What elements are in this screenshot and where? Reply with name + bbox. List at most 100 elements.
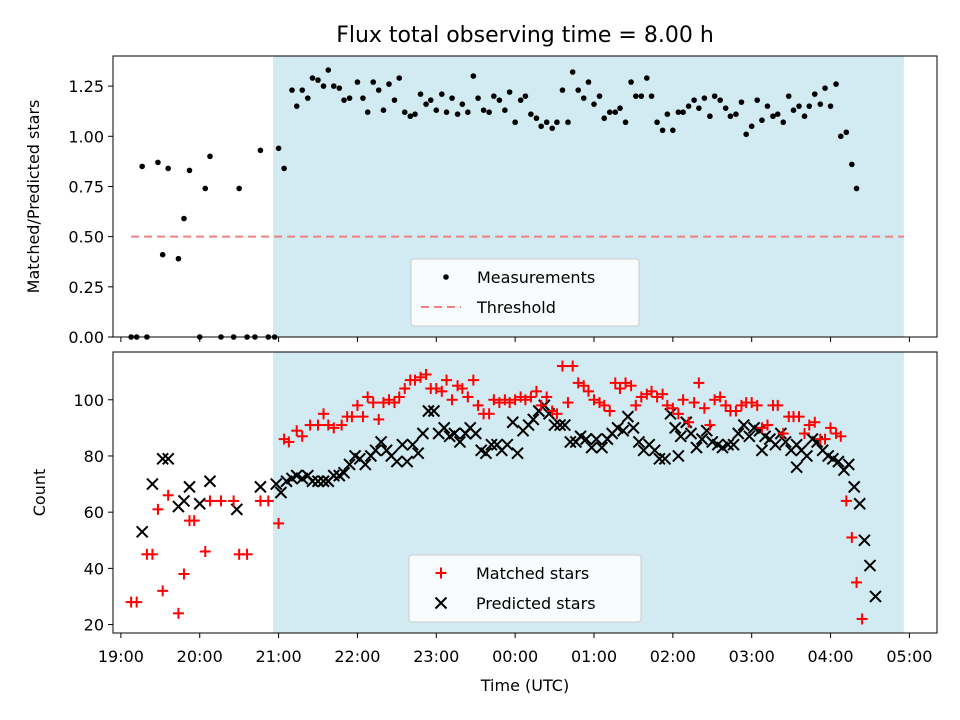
predicted-star-point bbox=[469, 427, 482, 440]
measurement-point bbox=[554, 119, 560, 126]
measurement-point bbox=[417, 91, 424, 97]
measurement-point bbox=[759, 117, 765, 124]
matched-star-point bbox=[582, 385, 594, 397]
predicted-star-point-b bbox=[317, 475, 330, 488]
predicted-star-point bbox=[254, 480, 267, 494]
matched-star-point bbox=[661, 399, 673, 411]
matched-star-point bbox=[551, 408, 563, 420]
predicted-star-point bbox=[553, 418, 567, 432]
measurement-point bbox=[827, 103, 834, 109]
predicted-star-point bbox=[564, 435, 577, 449]
ratio-panel: 0.00 0.25 0.50 0.75 1.00 1.25 Flux total obse… bbox=[24, 23, 938, 347]
measurement-point bbox=[738, 99, 745, 105]
measurement-point bbox=[364, 109, 371, 115]
matched-stars-points bbox=[125, 360, 868, 625]
predicted-star-point bbox=[479, 446, 493, 460]
predicted-star-point-b bbox=[390, 455, 404, 468]
measurement-point bbox=[774, 111, 781, 118]
time-x-tick-label: 23:00 bbox=[413, 647, 459, 666]
predicted-star-point bbox=[359, 458, 372, 471]
predicted-star-point bbox=[732, 427, 745, 440]
predicted-star-point bbox=[672, 449, 685, 463]
predicted-star-point bbox=[790, 461, 803, 474]
predicted-star-point bbox=[317, 475, 330, 488]
ratio-x-ticks bbox=[120, 337, 910, 342]
measurement-point bbox=[202, 185, 209, 192]
measurement-point bbox=[443, 109, 450, 115]
ratio-y-axis-label: Matched/Predicted stars bbox=[24, 100, 43, 294]
predicted-star-point-b bbox=[193, 497, 206, 510]
ratio-legend-box bbox=[410, 258, 640, 327]
measurement-point bbox=[522, 93, 529, 99]
predicted-star-point-b bbox=[648, 444, 661, 457]
ratio-y-tick-label: 0.00 bbox=[68, 328, 104, 347]
legend-x-glyph bbox=[434, 596, 448, 610]
matched-star-point bbox=[312, 419, 324, 431]
predicted-star-point-b bbox=[669, 421, 682, 435]
measurement-point bbox=[309, 75, 316, 81]
predicted-star-point-b bbox=[290, 469, 303, 482]
ratio-y-ticks: 0.00 0.25 0.50 0.75 1.00 1.25 bbox=[68, 77, 113, 347]
time-x-tick-label: 21:00 bbox=[256, 647, 302, 666]
measurement-point bbox=[806, 103, 813, 109]
matched-star-point bbox=[241, 548, 253, 560]
count-legend: Matched stars Predicted stars bbox=[408, 554, 642, 623]
matched-star-point bbox=[420, 368, 432, 380]
count-y-tick-label: 80 bbox=[84, 447, 104, 466]
measurement-point bbox=[790, 107, 797, 113]
predicted-star-point bbox=[527, 413, 540, 426]
predicted-star-point bbox=[400, 455, 414, 468]
measurement-point bbox=[480, 107, 487, 113]
matched-star-point bbox=[541, 391, 553, 403]
predicted-star-point bbox=[800, 449, 814, 463]
measurement-point bbox=[281, 165, 287, 172]
legend-matched-marker bbox=[435, 567, 447, 579]
predicted-star-point bbox=[203, 475, 217, 488]
predicted-star-point bbox=[548, 418, 561, 432]
measurement-point bbox=[833, 81, 839, 87]
count-y-tick-label: 60 bbox=[84, 503, 104, 522]
matched-star-point bbox=[598, 399, 610, 411]
matched-star-point bbox=[625, 380, 637, 392]
predicted-star-point-b bbox=[632, 435, 646, 449]
predicted-star-point bbox=[161, 452, 175, 465]
predicted-star-point-b bbox=[374, 435, 388, 449]
measurement-point bbox=[506, 89, 513, 95]
predicted-star-point-b bbox=[177, 494, 191, 508]
predicted-star-point bbox=[658, 452, 672, 465]
predicted-star-point-b bbox=[779, 435, 792, 449]
matched-star-point bbox=[720, 399, 732, 411]
matched-star-point bbox=[772, 399, 784, 411]
predicted-star-point-b bbox=[311, 475, 325, 488]
matched-star-point bbox=[588, 394, 600, 406]
predicted-star-point bbox=[270, 477, 283, 491]
predicted-star-point-b bbox=[790, 461, 803, 474]
measurement-point bbox=[289, 87, 295, 93]
predicted-star-point-b bbox=[274, 486, 288, 499]
predicted-star-point bbox=[485, 438, 498, 451]
predicted-star-point-b bbox=[672, 449, 685, 463]
measurement-point bbox=[433, 107, 440, 113]
predicted-star-point-b bbox=[203, 475, 217, 488]
predicted-star-point-b bbox=[763, 432, 777, 446]
predicted-star-point-b bbox=[795, 444, 808, 457]
matched-star-point bbox=[362, 391, 374, 403]
matched-star-point bbox=[604, 405, 616, 417]
measurement-point bbox=[401, 109, 408, 115]
measurement-point bbox=[165, 165, 171, 172]
measurement-point bbox=[727, 113, 734, 120]
matched-star-point bbox=[756, 422, 768, 434]
measurement-point bbox=[591, 101, 597, 107]
measurement-point bbox=[659, 127, 666, 134]
predicted-star-point bbox=[727, 438, 740, 451]
matched-star-point bbox=[162, 489, 174, 501]
measurement-point bbox=[412, 111, 418, 118]
measurement-point bbox=[491, 93, 497, 99]
matched-star-point bbox=[519, 394, 531, 406]
matched-star-point bbox=[204, 495, 216, 507]
predicted-star-point-b bbox=[627, 421, 640, 435]
ratio-y-tick-label: 0.25 bbox=[68, 278, 104, 297]
predicted-star-point bbox=[684, 427, 698, 440]
measurement-point bbox=[748, 123, 755, 130]
